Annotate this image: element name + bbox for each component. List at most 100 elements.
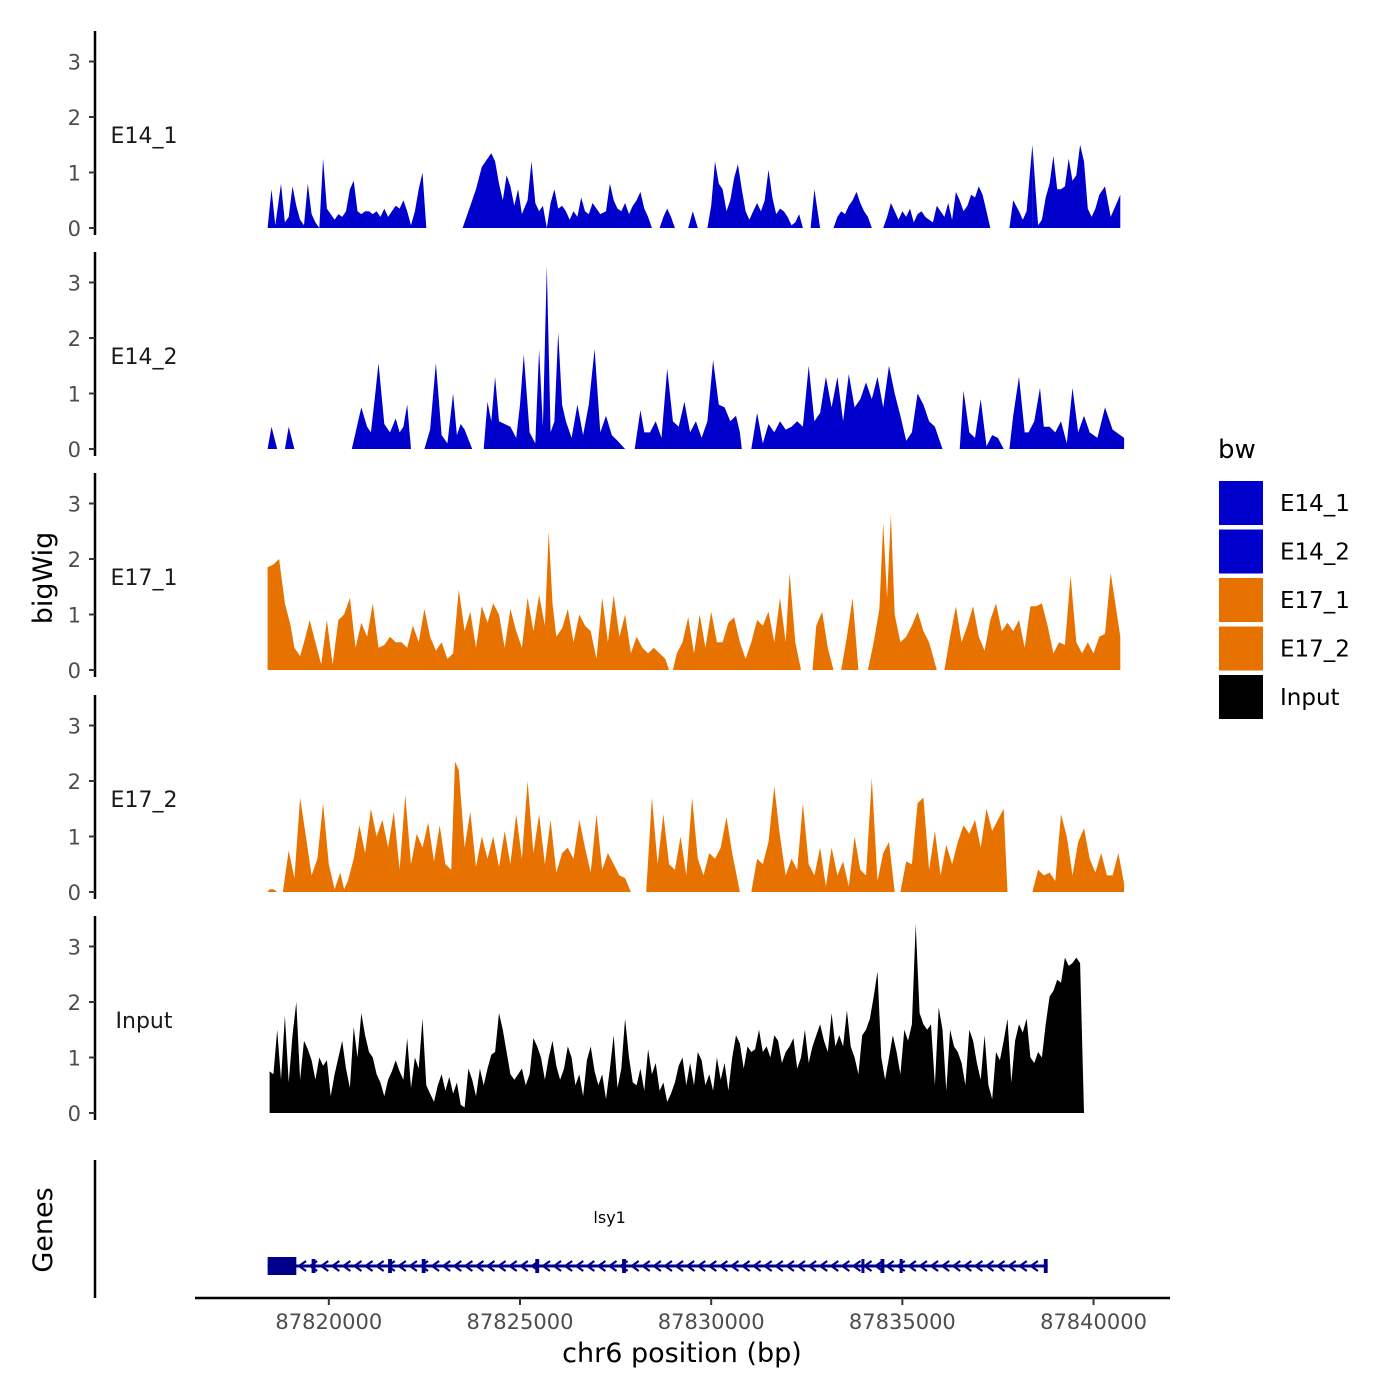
strand-arrow-icon (485, 1260, 496, 1272)
strand-arrow-icon (463, 1260, 474, 1272)
strand-arrow-icon (341, 1260, 352, 1272)
track-E14_2: 0 1 2 3 E14_2 (68, 252, 1125, 462)
y-tick-label: 3 (68, 51, 81, 75)
strand-arrow-icon (762, 1260, 773, 1272)
exon-block (267, 1257, 297, 1275)
x-tick-label: 87835000 (849, 1310, 956, 1334)
y-tick-label: 3 (68, 715, 81, 739)
strand-arrow-icon (951, 1260, 961, 1272)
strand-arrow-icon (1006, 1260, 1017, 1272)
strand-arrow-icon (607, 1260, 618, 1272)
strand-arrow-icon (629, 1260, 640, 1272)
exon-block (311, 1259, 316, 1273)
exon-block (899, 1259, 903, 1273)
strand-arrow-icon (696, 1260, 706, 1272)
exon-block (421, 1259, 426, 1273)
strand-arrow-icon (796, 1260, 806, 1272)
legend-label: E14_1 (1280, 491, 1350, 517)
signal-area (751, 778, 895, 892)
exon-block (388, 1259, 392, 1273)
y-tick-label: 2 (68, 327, 81, 351)
signal-area (688, 211, 698, 228)
strand-arrow-icon (651, 1260, 662, 1272)
y-tick-label: 0 (68, 217, 81, 241)
signal-area (267, 426, 278, 449)
y-tick-label: 2 (68, 548, 81, 572)
strand-arrow-icon (330, 1260, 340, 1272)
strand-arrow-icon (729, 1260, 740, 1272)
strand-arrow-icon (496, 1260, 507, 1272)
strand-arrow-icon (374, 1260, 385, 1272)
strand-arrow-icon (707, 1260, 717, 1272)
signal-area (883, 186, 991, 228)
signal-area (672, 572, 801, 670)
signal-area (1009, 376, 1125, 449)
signal-area (659, 208, 675, 228)
legend: bw E14_1 E14_2 E17_1 E17_2 Input (1217, 435, 1350, 721)
y-tick-label: 0 (68, 438, 81, 462)
strand-arrow-icon (430, 1260, 440, 1272)
strand-arrow-icon (873, 1260, 884, 1272)
y-tick-label: 3 (68, 272, 81, 296)
strand-arrow-icon (452, 1260, 462, 1272)
x-tick-label: 87830000 (658, 1310, 765, 1334)
legend-swatch (1217, 479, 1265, 527)
exon-block (535, 1259, 540, 1273)
strand-arrow-icon (973, 1260, 984, 1272)
signal-area (867, 514, 937, 670)
legend-label: E14_2 (1280, 540, 1350, 566)
strand-arrow-icon (363, 1260, 374, 1272)
x-tick-label: 87840000 (1040, 1310, 1147, 1334)
y-tick-label: 2 (68, 770, 81, 794)
signal-area (1009, 144, 1033, 228)
signal-area (269, 924, 1123, 1113)
exon-block (622, 1259, 626, 1273)
legend-swatch (1217, 576, 1265, 624)
strand-arrow-icon (862, 1260, 873, 1272)
x-tick-label: 87825000 (467, 1310, 574, 1334)
signal-area (483, 265, 626, 449)
strand-arrow-icon (685, 1260, 695, 1272)
strand-arrow-icon (308, 1260, 318, 1272)
strand-arrow-icon (718, 1260, 729, 1272)
strand-arrow-icon (984, 1260, 995, 1272)
signal-area (944, 572, 1121, 670)
strand-arrow-icon (518, 1260, 529, 1272)
x-axis-title: chr6 position (bp) (562, 1338, 802, 1369)
track-label: E17_2 (111, 788, 178, 813)
strand-arrow-icon (385, 1260, 396, 1272)
strand-arrow-icon (807, 1260, 817, 1272)
strand-arrow-icon (530, 1260, 540, 1272)
strand-arrow-icon (408, 1260, 418, 1272)
signal-area (267, 531, 670, 670)
exon-block (880, 1259, 885, 1273)
y-tick-label: 2 (68, 106, 81, 130)
gene-track: lsy1 (93, 1160, 1048, 1298)
strand-arrow-icon (663, 1260, 673, 1272)
signal-area (1032, 144, 1121, 228)
strand-arrow-icon (840, 1260, 851, 1272)
signal-area (841, 597, 859, 670)
strand-arrow-icon (396, 1260, 407, 1272)
strand-arrow-icon (441, 1260, 451, 1272)
strand-arrow-icon (552, 1260, 562, 1272)
strand-arrow-icon (751, 1260, 762, 1272)
strand-arrow-icon (907, 1260, 917, 1272)
y-tick-label: 1 (68, 162, 81, 186)
strand-arrow-icon (884, 1260, 895, 1272)
track-label: Input (116, 1009, 173, 1034)
track-Input: 0 1 2 3 Input (68, 916, 1123, 1126)
signal-area (810, 189, 821, 228)
strand-arrow-icon (618, 1260, 629, 1272)
track-label: E17_1 (111, 566, 178, 591)
signal-area (751, 365, 943, 449)
strand-arrow-icon (785, 1260, 795, 1272)
signal-area (707, 161, 803, 228)
y-tick-label: 3 (68, 936, 81, 960)
strand-arrow-icon (297, 1260, 307, 1272)
track-E17_1: 0 1 2 3 E17_1 (68, 473, 1121, 683)
signal-area (646, 797, 740, 892)
strand-arrow-icon (818, 1260, 828, 1272)
strand-arrow-icon (596, 1260, 607, 1272)
legend-title: bw (1218, 435, 1256, 465)
